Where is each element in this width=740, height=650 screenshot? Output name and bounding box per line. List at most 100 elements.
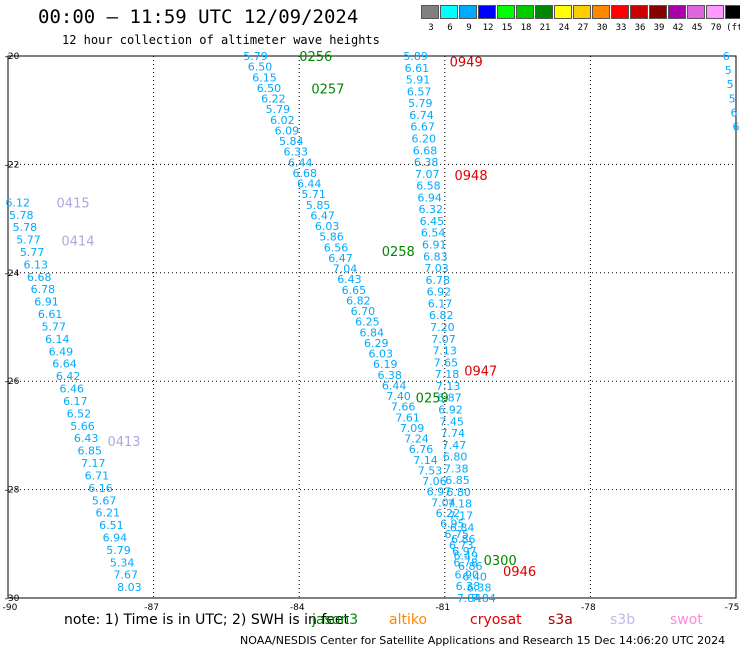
swh-value: 7.84 bbox=[457, 592, 482, 605]
swh-value: 7.38 bbox=[444, 462, 469, 475]
swh-value: 6.86 bbox=[451, 533, 476, 546]
swh-value: 6.67 bbox=[410, 121, 435, 134]
lat-tick-label: -28 bbox=[5, 486, 20, 496]
lon-tick-label: -81 bbox=[435, 603, 450, 613]
legend-label: 21 bbox=[539, 23, 551, 33]
swh-value: 6.78 bbox=[453, 557, 478, 570]
swh-value: 6.92 bbox=[427, 286, 452, 299]
swh-value: 7.66 bbox=[391, 401, 416, 414]
legend-label: 9 bbox=[466, 23, 472, 33]
swh-value: 6.78 bbox=[425, 274, 450, 287]
swh-value: 7.07 bbox=[415, 168, 440, 181]
swh-value: 6.12 bbox=[5, 196, 30, 209]
swh-value: 6.50 bbox=[248, 61, 273, 74]
swh-value: 7.20 bbox=[430, 321, 455, 334]
pass-time-label: 0300 bbox=[484, 554, 517, 569]
swh-value: 5.79 bbox=[266, 103, 291, 116]
legend-label: 39 bbox=[653, 23, 665, 33]
swh-value: 6.84 bbox=[360, 326, 385, 339]
swh-value: 6.29 bbox=[364, 337, 389, 350]
swh-value: 6.90 bbox=[454, 568, 479, 581]
swh-value: 5.77 bbox=[16, 234, 41, 247]
legend-label: 30 bbox=[596, 23, 608, 33]
swh-value: 6.49 bbox=[453, 549, 478, 562]
swh-value: 6.43 bbox=[337, 273, 362, 286]
mission-label: s3a bbox=[548, 612, 573, 628]
swh-value: 6.40 bbox=[462, 571, 487, 584]
swh-value: 6.19 bbox=[373, 358, 398, 371]
swh-value: 6.92 bbox=[438, 403, 463, 416]
swh-value: 6.68 bbox=[27, 271, 52, 284]
lon-tick-label: -87 bbox=[144, 603, 159, 613]
swh-value: 6.73 bbox=[449, 539, 474, 552]
swh-value: 6.68 bbox=[292, 167, 317, 180]
swh-value: 6.71 bbox=[85, 469, 110, 482]
swh-value: 7.47 bbox=[442, 439, 467, 452]
swh-value: 7.09 bbox=[400, 422, 425, 435]
swh-value: 7.04 bbox=[431, 496, 456, 509]
swh-value: 6.82 bbox=[429, 309, 454, 322]
swh-value: 5.86 bbox=[319, 231, 344, 244]
lon-tick-label: -78 bbox=[581, 603, 596, 613]
swh-value: 5.91 bbox=[406, 74, 431, 87]
swh-value: 6.15 bbox=[252, 71, 277, 84]
page-subtitle: 12 hour collection of altimeter wave hei… bbox=[62, 33, 380, 47]
mission-label: jason3 bbox=[312, 612, 359, 628]
swh-value: 5.78 bbox=[9, 209, 34, 222]
pass-time-label: 0949 bbox=[450, 55, 483, 70]
legend-unit: (ft) bbox=[726, 23, 740, 33]
legend-swatch bbox=[649, 5, 667, 19]
legend-label: 15 bbox=[501, 23, 513, 33]
swh-value: 5 bbox=[725, 64, 732, 77]
legend-swatch bbox=[421, 5, 439, 19]
swh-value: 7.67 bbox=[113, 569, 138, 582]
swh-value: 6.02 bbox=[270, 114, 295, 127]
mission-label: s3b bbox=[610, 612, 636, 628]
mission-label: altiko bbox=[389, 612, 428, 628]
swh-value: 6.61 bbox=[405, 62, 430, 75]
swh-value: 7.61 bbox=[395, 411, 420, 424]
legend-swatch bbox=[535, 5, 553, 19]
swh-value: 6.85 bbox=[77, 445, 102, 458]
lon-tick-label: -90 bbox=[3, 603, 18, 613]
legend-label: 6 bbox=[447, 23, 453, 33]
pass-time-label: 0259 bbox=[416, 391, 449, 406]
legend-label: 3 bbox=[428, 23, 434, 33]
swh-value: 7.17 bbox=[449, 510, 474, 523]
swh-value: 7.03 bbox=[424, 262, 449, 275]
swh-value: 6.78 bbox=[31, 283, 56, 296]
pass-time-label: 0414 bbox=[61, 234, 94, 249]
legend-swatch bbox=[630, 5, 648, 19]
swh-value: 6.61 bbox=[38, 308, 63, 321]
pass-time-label: 0258 bbox=[382, 245, 415, 260]
swh-value: 6.16 bbox=[88, 482, 113, 495]
lat-tick-label: -24 bbox=[5, 269, 20, 279]
page-title: 00:00 — 11:59 UTC 12/09/2024 bbox=[38, 6, 359, 28]
swh-value: 6.83 bbox=[423, 250, 448, 263]
swh-value: 5.78 bbox=[13, 221, 38, 234]
mission-label: swot bbox=[670, 612, 703, 628]
swh-value: 6.85 bbox=[445, 474, 470, 487]
lat-tick-label: -26 bbox=[5, 377, 20, 387]
swh-value: 6.49 bbox=[49, 345, 74, 358]
legend-label: 42 bbox=[672, 23, 684, 33]
swh-value: 6.03 bbox=[369, 348, 394, 361]
swh-value: 6.33 bbox=[284, 146, 309, 159]
swh-value: 6.14 bbox=[45, 333, 70, 346]
swh-value: 7.13 bbox=[432, 345, 457, 358]
credit-line: NOAA/NESDIS Center for Satellite Applica… bbox=[240, 634, 726, 647]
swh-value: 6.75 bbox=[445, 528, 470, 541]
swh-value: 6.44 bbox=[382, 379, 407, 392]
lon-tick-label: -84 bbox=[290, 603, 305, 613]
swh-value: 6.87 bbox=[437, 392, 462, 405]
swh-value: 7.53 bbox=[418, 464, 443, 477]
swh-value: 6.84 bbox=[450, 521, 475, 534]
swh-value: 6.94 bbox=[103, 532, 128, 545]
swh-value: 7.45 bbox=[439, 415, 464, 428]
swh-value: 5.79 bbox=[408, 97, 433, 110]
swh-value: 6.97 bbox=[452, 545, 477, 558]
swh-value: 7.13 bbox=[436, 380, 461, 393]
swh-value: 5.67 bbox=[92, 494, 117, 507]
swh-value: 5.77 bbox=[20, 246, 45, 259]
